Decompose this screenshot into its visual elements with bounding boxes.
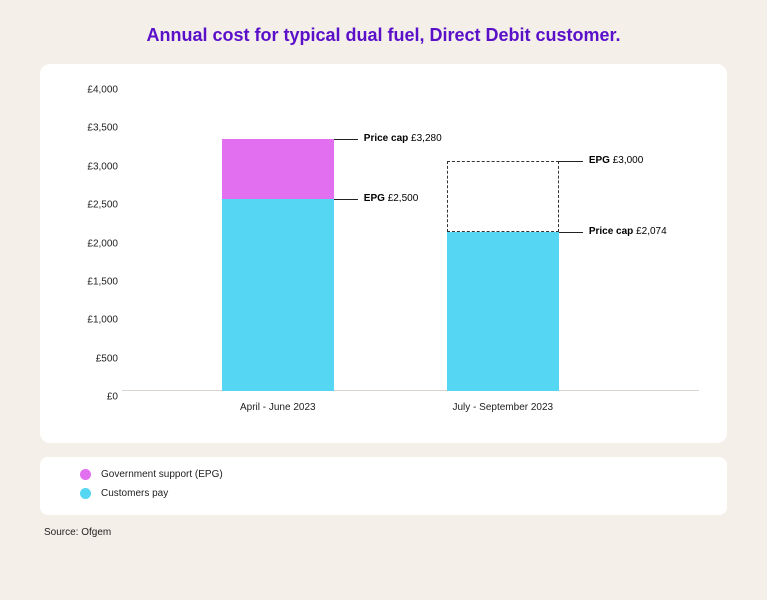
annotation: EPG £2,500 [364,193,419,204]
legend-item: Customers pay [80,488,711,499]
bar-group [447,161,559,391]
source-text: Source: Ofgem [40,527,727,538]
annotation: Price cap £3,280 [364,133,442,144]
chart-title: Annual cost for typical dual fuel, Direc… [40,25,727,46]
annotation: Price cap £2,074 [589,226,667,237]
y-tick-label: £2,000 [60,238,118,249]
annotation: EPG £3,000 [589,155,644,166]
x-category-label: July - September 2023 [453,397,554,419]
x-category-label: April - June 2023 [240,397,316,419]
y-tick-label: £4,000 [60,85,118,96]
legend-swatch [80,488,91,499]
x-baseline [122,390,699,391]
chart-card: EPG £2,500 Price cap £3,280 Price cap £2,0… [40,64,727,443]
annotation-leader [559,161,583,162]
y-tick-label: £1,000 [60,315,118,326]
annotation-leader [334,139,358,140]
bar-segment [222,199,334,391]
bar-group [222,139,334,391]
legend-label: Customers pay [101,488,168,499]
chart-area: EPG £2,500 Price cap £3,280 Price cap £2,0… [60,84,707,419]
legend-label: Government support (EPG) [101,469,223,480]
y-tick-label: £3,500 [60,123,118,134]
annotation-leader [334,199,358,200]
plot: EPG £2,500 Price cap £3,280 Price cap £2,0… [122,84,699,391]
bar-segment-dashed [447,161,559,232]
legend-item: Government support (EPG) [80,469,711,480]
y-tick-label: £2,500 [60,200,118,211]
bar-segment [222,139,334,199]
y-tick-label: £500 [60,353,118,364]
y-tick-label: £0 [60,392,118,403]
legend-swatch [80,469,91,480]
y-tick-label: £1,500 [60,276,118,287]
y-tick-label: £3,000 [60,161,118,172]
legend: Government support (EPG) Customers pay [40,457,727,515]
page-root: Annual cost for typical dual fuel, Direc… [0,0,767,600]
annotation-leader [559,232,583,233]
bar-segment [447,232,559,391]
